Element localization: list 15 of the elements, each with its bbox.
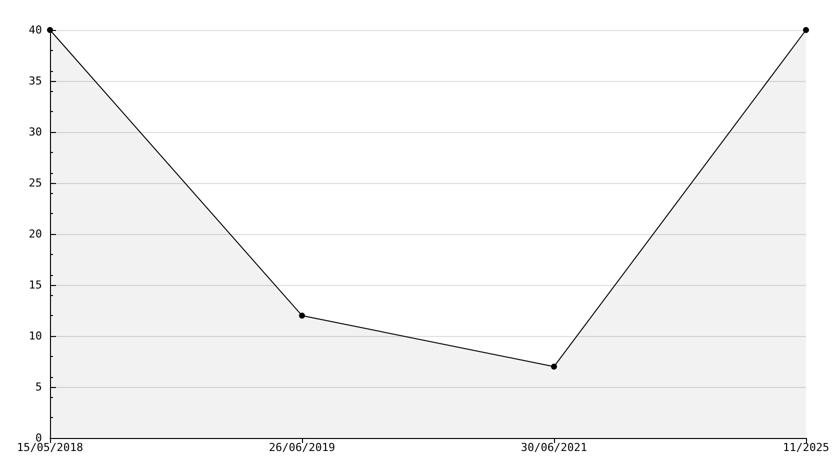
y-tick-label: 10 — [28, 330, 42, 342]
x-tick-label: 30/06/2021 — [520, 441, 588, 454]
y-tick-label: 20 — [28, 228, 42, 240]
point — [47, 27, 53, 33]
y-tick-label: 25 — [28, 176, 42, 190]
point — [299, 312, 305, 319]
y-tick-label: 30 — [28, 126, 42, 138]
x-tick-label: 26/06/2019 — [268, 441, 336, 454]
y-tick-label: 15 — [28, 278, 42, 292]
point — [803, 27, 809, 33]
x-tick-label: 11/2025 — [782, 441, 830, 454]
y-tick-label: 40 — [28, 24, 42, 36]
point — [551, 364, 557, 370]
y-tick-label: 35 — [28, 74, 42, 88]
y-tick-label: 5 — [35, 380, 42, 394]
